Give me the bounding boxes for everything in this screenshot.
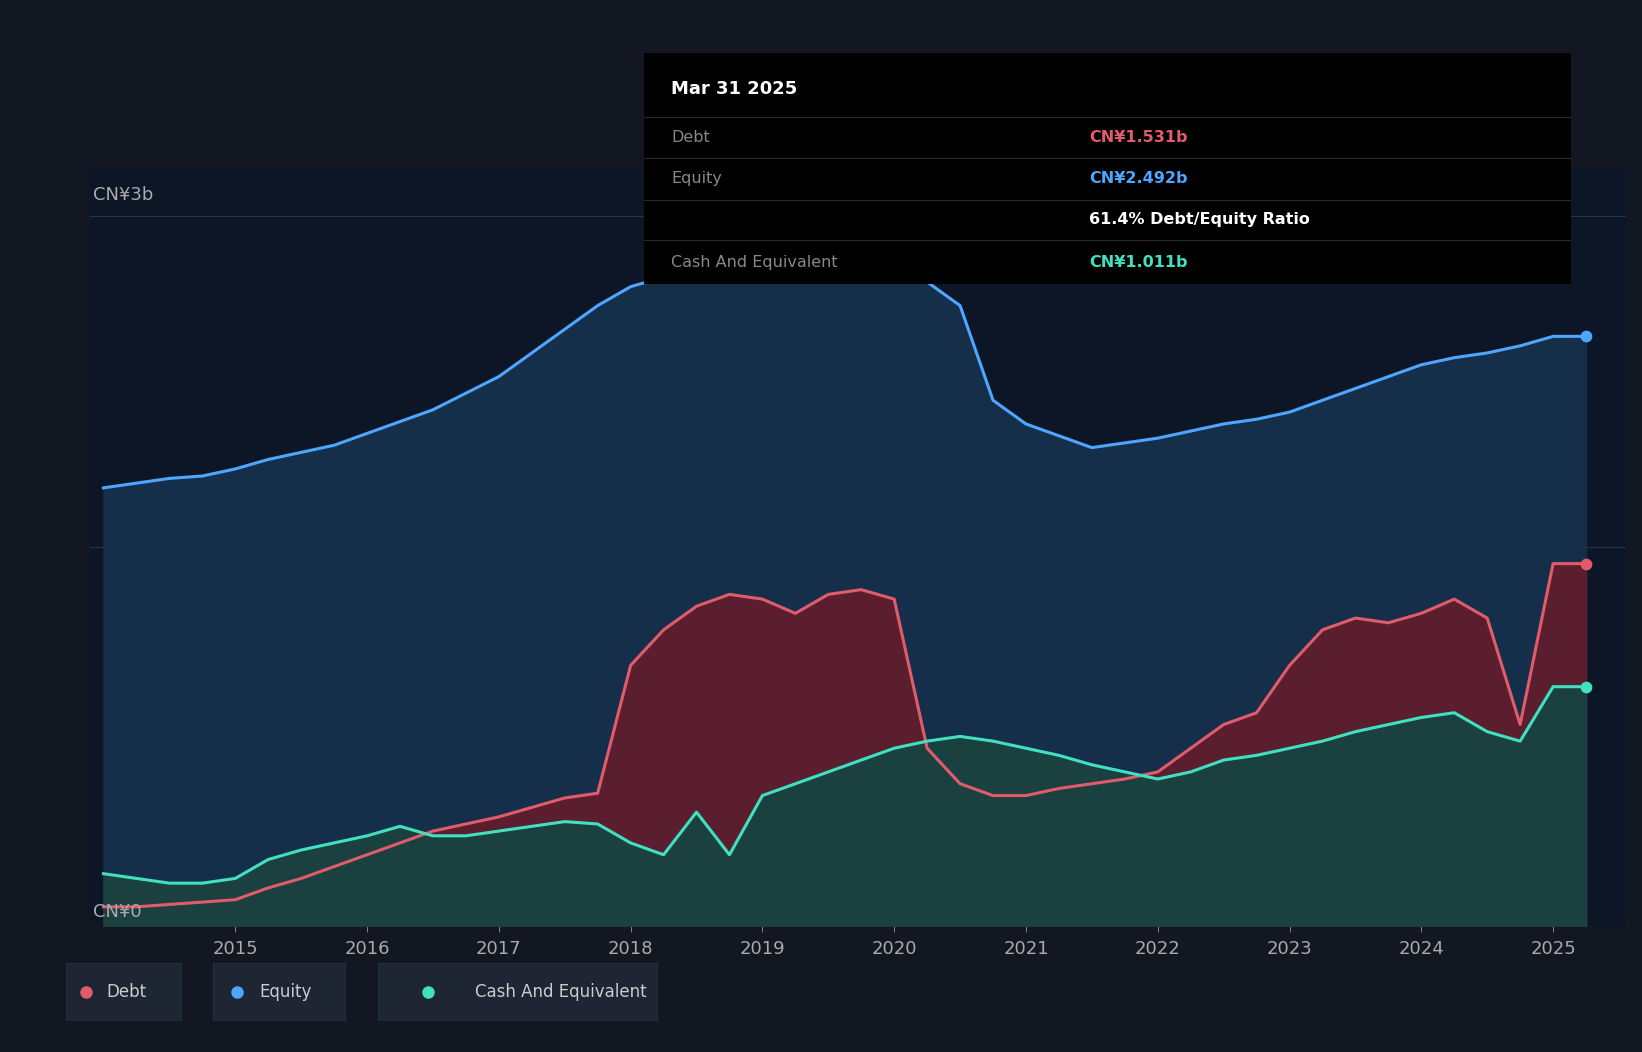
Text: CN¥1.011b: CN¥1.011b	[1089, 255, 1187, 269]
Text: CN¥1.531b: CN¥1.531b	[1089, 129, 1187, 144]
Text: CN¥0: CN¥0	[94, 903, 141, 922]
Point	[1573, 679, 1599, 695]
Text: Mar 31 2025: Mar 31 2025	[672, 80, 798, 99]
Text: Cash And Equivalent: Cash And Equivalent	[672, 255, 837, 269]
Text: CN¥3b: CN¥3b	[94, 186, 153, 204]
Text: Cash And Equivalent: Cash And Equivalent	[476, 983, 647, 1000]
Text: 61.4% Debt/Equity Ratio: 61.4% Debt/Equity Ratio	[1089, 213, 1310, 227]
Text: Debt: Debt	[107, 983, 146, 1000]
Text: CN¥2.492b: CN¥2.492b	[1089, 171, 1187, 186]
Text: Equity: Equity	[672, 171, 722, 186]
Point	[1573, 328, 1599, 345]
Text: Debt: Debt	[672, 129, 711, 144]
Point	[1573, 555, 1599, 572]
Text: Equity: Equity	[259, 983, 312, 1000]
